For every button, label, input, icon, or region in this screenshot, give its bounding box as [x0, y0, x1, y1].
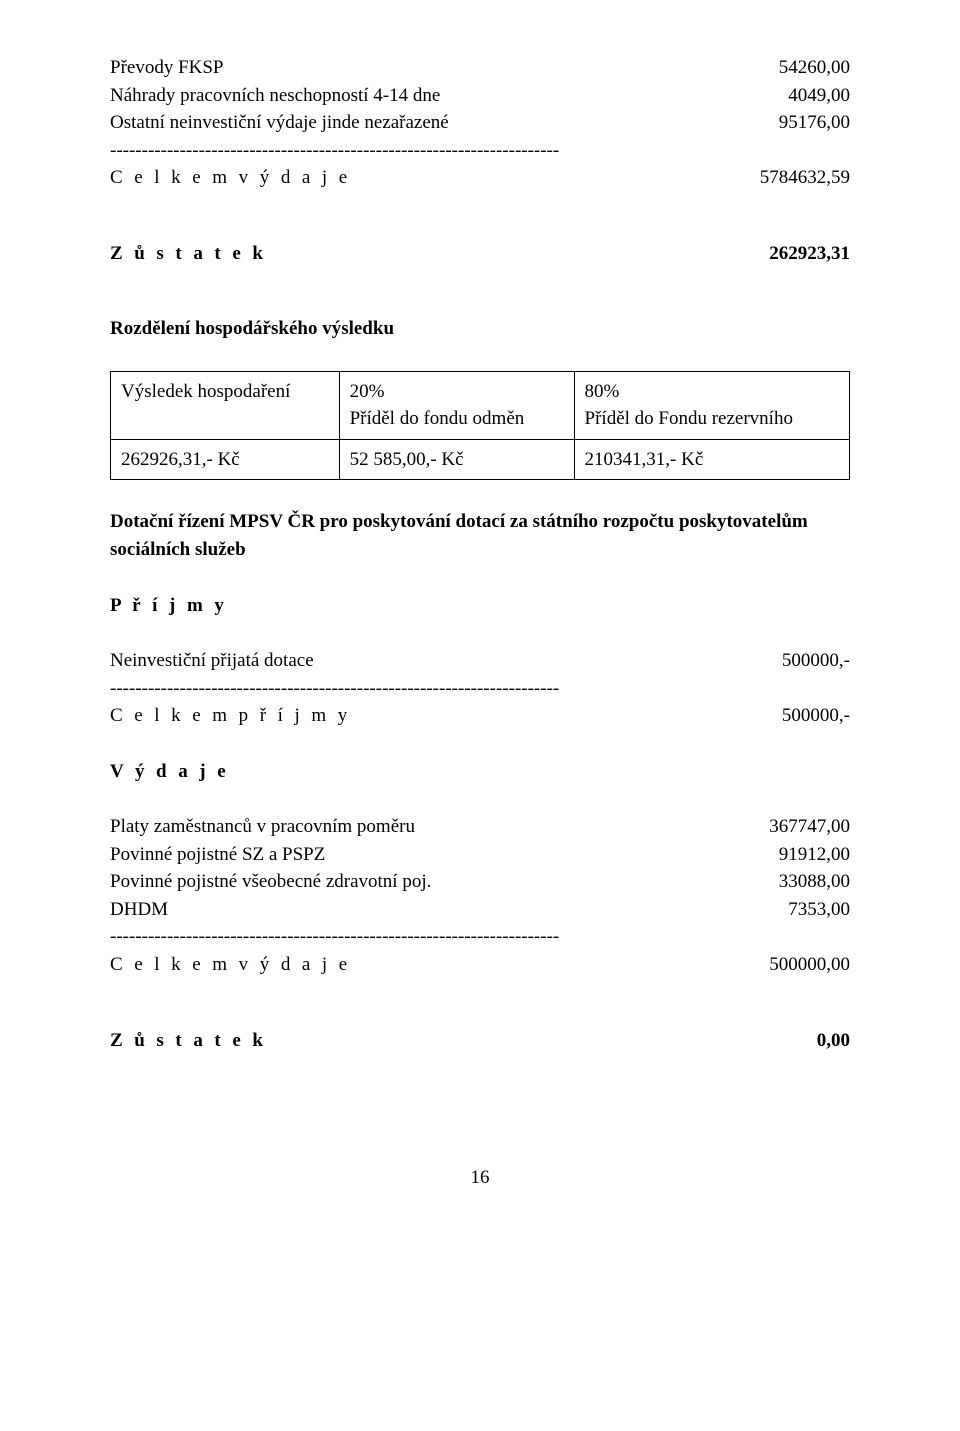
section1-heading: Rozdělení hospodářského výsledku: [110, 315, 850, 343]
income-line-label: Neinvestiční přijatá dotace: [110, 647, 314, 675]
top-line-value: 4049,00: [690, 82, 850, 110]
balance-top-value: 262923,31: [690, 240, 850, 268]
expense-line-label: DHDM: [110, 896, 168, 924]
income-heading: P ř í j m y: [110, 592, 850, 620]
top-line-label: Ostatní neinvestiční výdaje jinde nezařa…: [110, 109, 449, 137]
income-total-value: 500000,-: [690, 702, 850, 730]
expense-line-label: Platy zaměstnanců v pracovním poměru: [110, 813, 415, 841]
expense-line-label: Povinné pojistné SZ a PSPZ: [110, 841, 325, 869]
separator-line: ----------------------------------------…: [110, 137, 850, 165]
income-line-value: 500000,-: [690, 647, 850, 675]
section2-heading: Dotační řízení MPSV ČR pro poskytování d…: [110, 508, 850, 563]
table-header-cell: 20% Příděl do fondu odměn: [339, 371, 574, 439]
expense-line-label: Povinné pojistné všeobecné zdravotní poj…: [110, 868, 431, 896]
separator-line: ----------------------------------------…: [110, 923, 850, 951]
page-number: 16: [110, 1164, 850, 1192]
expense-total-value: 500000,00: [690, 951, 850, 979]
table-data-cell: 210341,31,- Kč: [574, 439, 849, 480]
separator-line: ----------------------------------------…: [110, 675, 850, 703]
expense-total-label: C e l k e m v ý d a j e: [110, 951, 351, 979]
expense-line-value: 33088,00: [690, 868, 850, 896]
top-line-value: 54260,00: [690, 54, 850, 82]
balance-top-label: Z ů s t a t e k: [110, 240, 266, 268]
expense-line-value: 7353,00: [690, 896, 850, 924]
top-line-label: Náhrady pracovních neschopností 4-14 dne: [110, 82, 440, 110]
result-table: Výsledek hospodaření20% Příděl do fondu …: [110, 371, 850, 481]
table-header-cell: Výsledek hospodaření: [111, 371, 340, 439]
table-data-cell: 52 585,00,- Kč: [339, 439, 574, 480]
expense-line-value: 91912,00: [690, 841, 850, 869]
top-line-value: 95176,00: [690, 109, 850, 137]
table-data-cell: 262926,31,- Kč: [111, 439, 340, 480]
expense-heading: V ý d a j e: [110, 758, 850, 786]
expense-line-value: 367747,00: [690, 813, 850, 841]
income-total-label: C e l k e m p ř í j m y: [110, 702, 351, 730]
top-line-label: Převody FKSP: [110, 54, 224, 82]
balance-bottom-value: 0,00: [690, 1027, 850, 1055]
total-expenses-label: C e l k e m v ý d a j e: [110, 164, 351, 192]
total-expenses-value: 5784632,59: [690, 164, 850, 192]
table-header-cell: 80% Příděl do Fondu rezervního: [574, 371, 849, 439]
balance-bottom-label: Z ů s t a t e k: [110, 1027, 266, 1055]
